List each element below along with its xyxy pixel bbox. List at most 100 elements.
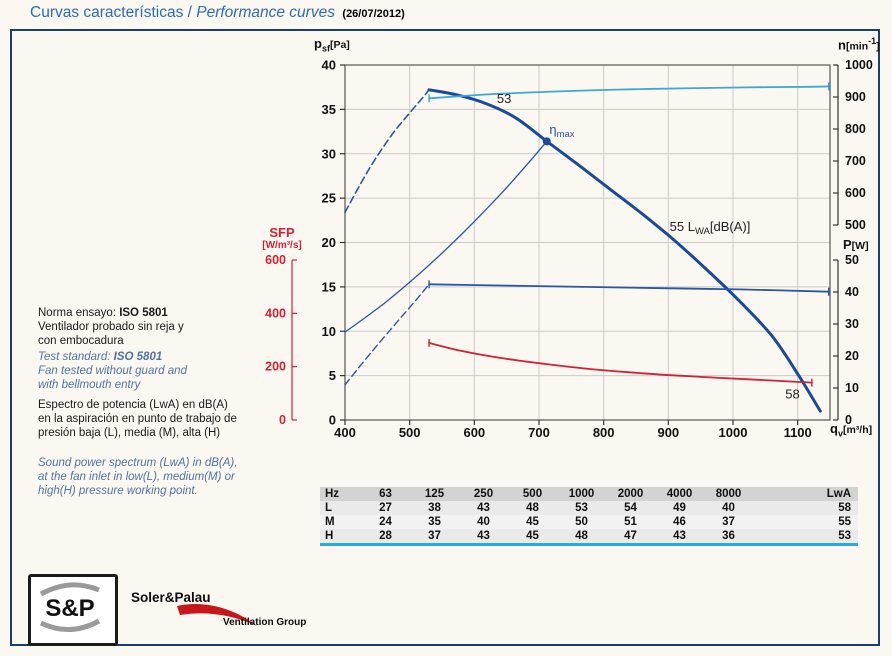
lwa-value: 58 bbox=[838, 502, 851, 514]
spectrum-value: 27 bbox=[379, 502, 392, 514]
norma-standard: ISO 5801 bbox=[119, 307, 168, 319]
svg-text:10: 10 bbox=[845, 381, 859, 395]
spectrum-value: 37 bbox=[722, 516, 735, 528]
svg-text:20: 20 bbox=[322, 235, 336, 250]
flow-unit: [m³/h] bbox=[842, 424, 873, 436]
svg-text:40: 40 bbox=[322, 58, 336, 73]
svg-text:0: 0 bbox=[279, 413, 286, 427]
spectrum-value: 51 bbox=[624, 516, 637, 528]
sfp-curve bbox=[428, 342, 813, 384]
lwa-value: 53 bbox=[838, 530, 851, 542]
lwa-low-label: 58 bbox=[785, 387, 799, 402]
power-curve bbox=[428, 283, 830, 293]
flow-symbol: q bbox=[830, 421, 838, 436]
spectrum-value: 45 bbox=[526, 516, 539, 528]
pressure-unit: [Pa] bbox=[329, 39, 350, 51]
spectrum-value: 48 bbox=[575, 530, 588, 542]
eta-max-point bbox=[542, 137, 551, 146]
table-row: M 24 35 40 45 50 51 46 37 55 bbox=[320, 515, 858, 529]
svg-text:40: 40 bbox=[845, 285, 859, 299]
test-label: Test standard: bbox=[38, 351, 114, 363]
column-header: 500 bbox=[522, 488, 543, 500]
svg-text:700: 700 bbox=[528, 425, 550, 440]
logo-swoosh-bottom bbox=[39, 618, 101, 632]
logo-swoosh-top bbox=[39, 582, 100, 597]
svg-text:5: 5 bbox=[329, 368, 336, 383]
column-header: 1000 bbox=[568, 488, 595, 500]
column-header: 2000 bbox=[617, 488, 644, 500]
spectrum-value: 35 bbox=[428, 516, 441, 528]
svg-text:50: 50 bbox=[845, 253, 859, 267]
sfp-axis-label: SFP [W/m³/s] bbox=[250, 226, 314, 252]
svg-text:30: 30 bbox=[845, 317, 859, 331]
svg-text:500: 500 bbox=[399, 425, 421, 440]
svg-text:10: 10 bbox=[322, 324, 336, 339]
spectrum-table: Hz 63 125 250 500 1000 2000 4000 8000 LwA L 27 38 43… bbox=[320, 487, 858, 546]
column-header: LwA bbox=[826, 488, 851, 500]
lwa-high-label: 53 bbox=[497, 91, 511, 106]
page-title: Curvas características / Performance cur… bbox=[30, 4, 405, 22]
svg-text:25: 25 bbox=[322, 191, 336, 206]
logo-sp-text: S&P bbox=[45, 595, 94, 622]
svg-text:600: 600 bbox=[463, 425, 485, 440]
svg-text:700: 700 bbox=[845, 154, 866, 168]
pressure-curve bbox=[427, 88, 822, 413]
column-header: 250 bbox=[473, 488, 494, 500]
row-label: H bbox=[325, 530, 334, 542]
speed-symbol: n bbox=[838, 37, 846, 53]
column-header: 125 bbox=[424, 488, 445, 500]
spectrum-value: 38 bbox=[428, 502, 441, 514]
power-unit: [W] bbox=[851, 240, 869, 252]
power-curve-unstable bbox=[344, 283, 430, 386]
svg-text:900: 900 bbox=[845, 90, 866, 104]
svg-text:400: 400 bbox=[265, 306, 286, 320]
brand-swoosh-icon bbox=[177, 604, 257, 626]
performance-curves-chart: 400 500 600 700 800 900 1000 110005101520253035… bbox=[265, 58, 873, 441]
spectrum-value: 43 bbox=[477, 530, 490, 542]
title-english: Performance curves bbox=[196, 4, 335, 21]
power-symbol: P bbox=[843, 237, 852, 252]
svg-text:800: 800 bbox=[593, 425, 615, 440]
pressure-subscript: sf bbox=[321, 43, 330, 54]
spectrum-value: 28 bbox=[379, 530, 392, 542]
svg-text:600: 600 bbox=[845, 186, 866, 200]
svg-text:15: 15 bbox=[322, 279, 336, 294]
flow-subscript: v bbox=[837, 428, 843, 439]
sp-logo-mark: S&P bbox=[39, 582, 101, 632]
note-spectrum-es: Espectro de potencia (LwA) en dB(A) en l… bbox=[38, 399, 237, 439]
spectrum-value: 47 bbox=[624, 530, 637, 542]
sfp-unit: [W/m³/s] bbox=[262, 240, 302, 251]
column-header: 63 bbox=[379, 488, 392, 500]
pressure-axis-label: psf[Pa] bbox=[314, 36, 350, 54]
svg-text:900: 900 bbox=[657, 425, 679, 440]
column-header: 8000 bbox=[715, 488, 742, 500]
svg-text:1000: 1000 bbox=[845, 58, 873, 72]
svg-text:35: 35 bbox=[322, 102, 336, 117]
svg-text:0: 0 bbox=[329, 413, 336, 428]
pressure-symbol: p bbox=[314, 36, 322, 51]
note-test-standard-en: Test standard: ISO 5801 Fan tested witho… bbox=[38, 350, 243, 392]
spectrum-value: 43 bbox=[673, 530, 686, 542]
spectrum-value: 54 bbox=[624, 502, 637, 514]
spectrum-value: 53 bbox=[575, 502, 588, 514]
flow-axis-label: qv[m³/h] bbox=[830, 421, 872, 439]
test-rest: Fan tested without guard and with bellmo… bbox=[38, 365, 187, 391]
norma-rest: Ventilador probado sin reja y con emboca… bbox=[38, 321, 184, 347]
row-label: M bbox=[325, 516, 335, 528]
svg-text:500: 500 bbox=[845, 218, 866, 232]
column-header: Hz bbox=[325, 488, 340, 500]
norma-label: Norma ensayo: bbox=[38, 307, 120, 319]
svg-text:20: 20 bbox=[845, 349, 859, 363]
test-standard: ISO 5801 bbox=[113, 351, 163, 363]
note-test-standard-es: Norma ensayo: ISO 5801 Ventilador probad… bbox=[38, 306, 243, 348]
spectrum-value: 24 bbox=[379, 516, 392, 528]
spectrum-value: 49 bbox=[673, 502, 686, 514]
company-name: Soler&Palau bbox=[131, 590, 211, 605]
title-spanish: Curvas características bbox=[30, 4, 184, 21]
spectrum-value: 50 bbox=[575, 516, 588, 528]
spectrum-value: 48 bbox=[526, 502, 539, 514]
spectrum-value: 46 bbox=[673, 516, 686, 528]
spectrum-value: 45 bbox=[526, 530, 539, 542]
svg-text:1100: 1100 bbox=[784, 425, 812, 440]
